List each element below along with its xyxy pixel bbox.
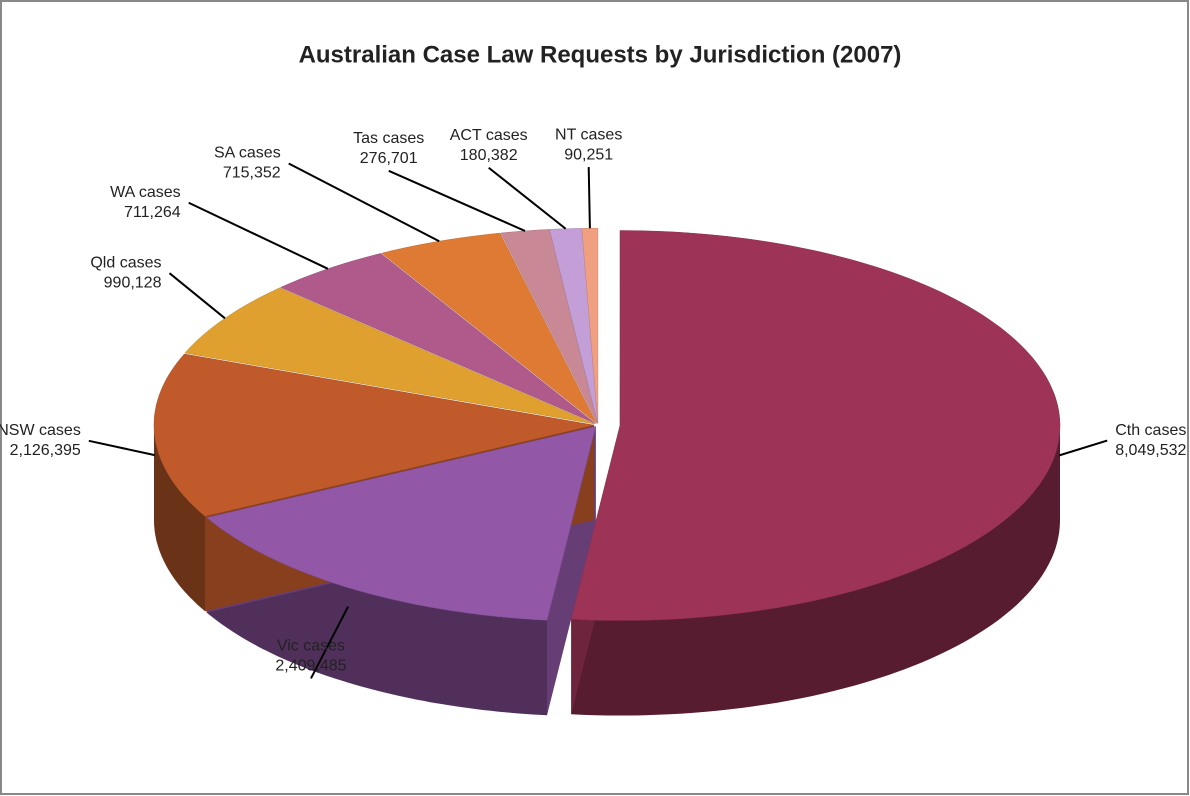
- leader-line: [1058, 439, 1108, 457]
- slice-side: [571, 425, 1060, 716]
- leader-line: [288, 162, 440, 243]
- leader-line: [587, 167, 591, 229]
- pie-slice: [570, 230, 1061, 621]
- pie-slice: [581, 227, 599, 424]
- leader-line: [388, 169, 526, 232]
- data-label-value: 711,264: [124, 204, 181, 221]
- data-label-value: 2,409,485: [275, 658, 346, 675]
- pie-slice: [206, 426, 597, 621]
- leader-line: [188, 201, 329, 270]
- data-label-name: SA cases: [214, 145, 281, 162]
- data-label-name: NT cases: [555, 126, 622, 143]
- data-label-value: 276,701: [360, 150, 418, 167]
- data-label-value: 180,382: [460, 147, 518, 164]
- pie-slice: [153, 353, 595, 517]
- data-label-name: WA cases: [110, 184, 181, 201]
- pie-slice: [500, 229, 598, 424]
- chart-title: Australian Case Law Requests by Jurisdic…: [299, 41, 902, 68]
- data-label-name: NSW cases: [0, 422, 81, 439]
- leader-line: [488, 166, 567, 230]
- data-label-name: Cth cases: [1115, 422, 1186, 439]
- data-label-value: 8,049,532: [1115, 442, 1186, 459]
- leader-line: [88, 439, 155, 457]
- slice-side: [154, 425, 205, 612]
- data-label-value: 2,126,395: [10, 442, 81, 459]
- data-label-value: 990,128: [104, 274, 162, 291]
- data-label-value: 715,352: [223, 165, 281, 182]
- leader-line: [168, 272, 226, 320]
- data-label-name: Vic cases: [277, 638, 345, 655]
- data-label-name: ACT cases: [450, 127, 528, 144]
- data-label-value: 90,251: [564, 146, 613, 163]
- pie-slice: [184, 287, 595, 425]
- leader-line: [310, 606, 349, 679]
- data-label-name: Tas cases: [353, 130, 424, 147]
- data-label-name: Qld cases: [90, 254, 161, 271]
- slice-side: [206, 517, 547, 716]
